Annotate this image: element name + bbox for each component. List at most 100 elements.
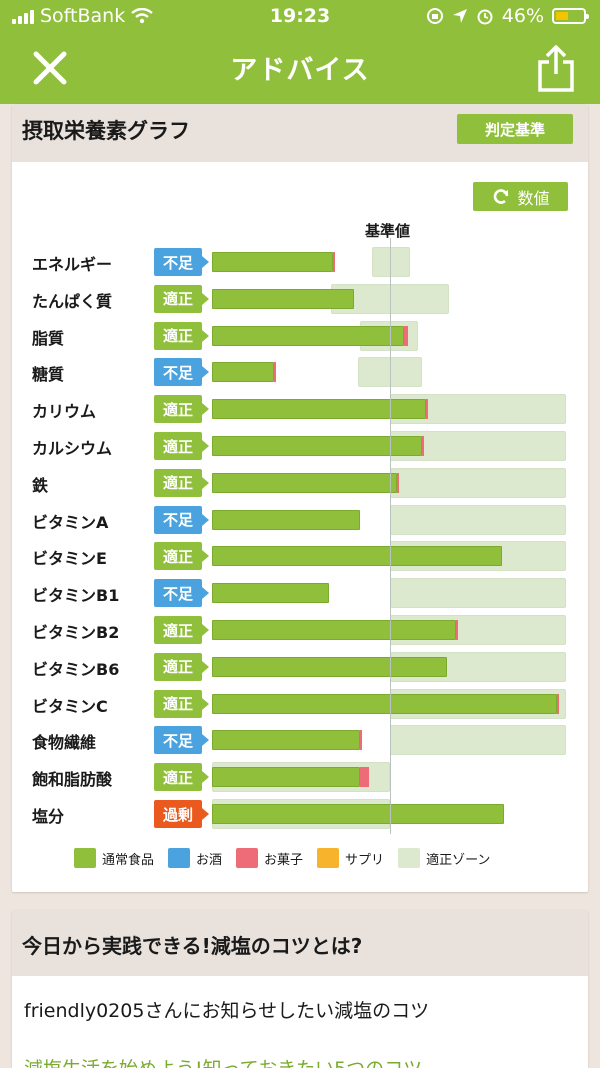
nutrient-row: カルシウム 適正 [12,428,588,464]
legend-swatch [236,848,259,868]
snack-bar [404,325,408,346]
legend-label: 適正ゾーン [426,852,491,868]
refresh-icon [494,188,509,204]
status-badge: 適正 [154,395,209,424]
intake-bar [212,730,360,751]
status-badge: 適正 [154,432,209,460]
close-icon[interactable] [30,48,70,88]
status-badge: 適正 [154,468,209,497]
intake-bar [212,288,355,309]
appropriate-zone [390,467,567,498]
snack-bar [359,767,369,788]
legend-item: 適正ゾーン [398,848,490,868]
nutrient-name: たんぱく質 [32,291,113,311]
legend-swatch [74,848,96,868]
nutrient-row: ビタミンE 適正 [12,538,588,574]
chart-legend: 通常食品 お酒 お菓子 サプリ 適正ゾーン [74,848,490,868]
nutrient-name: 塩分 [32,807,65,826]
snack-bar [274,362,277,383]
reference-label: 基準値 [365,222,411,240]
battery-percent: 46% [501,5,544,27]
advice-link[interactable]: 減塩生活を始めよう!知っておきたい5つのコツ [24,1054,422,1068]
status-badge: 適正 [154,321,209,350]
nutrient-name: 飽和脂肪酸 [32,770,113,790]
carrier-name: SoftBank [40,5,126,27]
nutrient-row: たんぱく質 適正 [12,281,588,317]
legend-label: サプリ [345,852,385,868]
intake-bar [212,509,360,530]
snack-bar [422,436,425,456]
status-badge: 不足 [154,248,209,276]
nutrient-row: ビタミンA 不足 [12,502,588,538]
advice-subtitle: friendly0205さんにお知らせしたい減塩のコツ [24,1000,430,1022]
nutrient-name: ビタミンA [32,512,109,532]
status-badge: 適正 [154,763,209,792]
nutrient-row: 塩分 過剰 [12,796,588,832]
nutrient-row: 飽和脂肪酸 適正 [12,759,588,795]
nutrient-name: 鉄 [32,475,49,495]
status-badge: 適正 [154,616,209,644]
nutrient-row: ビタミンB2 適正 [12,612,588,648]
intake-bar [212,399,426,420]
legend-item: お酒 [168,848,222,868]
snack-bar [557,693,560,714]
legend-swatch [398,848,421,868]
status-badge: 不足 [154,579,209,608]
nutrient-chart-card: 摂取栄養素グラフ 判定基準 数値 基準値 エネルギー 不足 たんぱく質 適正 脂質 適正糖… [12,104,588,892]
nutrient-row: 糖質 不足 [12,354,588,390]
advice-card: 今日から実践できる!減塩のコツとは? friendly0205さんにお知らせした… [12,910,588,1068]
intake-bar [212,693,558,714]
status-badge: 適正 [154,652,209,681]
advice-title: 今日から実践できる!減塩のコツとは? [22,934,363,958]
card-header: 摂取栄養素グラフ 判定基準 [12,104,588,162]
legend-swatch [168,848,191,868]
share-icon[interactable] [534,44,578,94]
status-badge: 適正 [154,284,209,313]
nutrient-name: 糖質 [32,365,65,385]
alarm-icon [477,9,493,25]
nutrient-row: ビタミンB1 不足 [12,575,588,611]
intake-bar [212,583,330,604]
nutrient-name: エネルギー [32,255,113,274]
legend-item: サプリ [317,848,384,868]
legend-item: お菓子 [236,848,303,868]
nutrient-row: エネルギー 不足 [12,244,588,280]
status-badge: 不足 [154,726,209,755]
nutrient-name: ビタミンC [32,696,108,716]
appropriate-zone [390,578,567,609]
nutrient-name: カリウム [32,402,97,422]
page-title: アドバイス [230,55,370,86]
intake-bar [212,325,405,346]
signal-icon [12,8,34,24]
nutrient-name: ビタミンE [32,549,107,569]
battery-icon [552,8,589,24]
snack-bar [397,472,400,493]
legend-swatch [317,848,340,868]
battery-level [556,12,568,20]
status-badge: 不足 [154,358,209,387]
appropriate-zone [390,504,567,535]
intake-bar [212,767,360,788]
values-toggle-button[interactable]: 数値 [473,182,568,211]
intake-bar [212,252,334,272]
judge-criteria-button[interactable]: 判定基準 [457,114,573,144]
advice-card-header: 今日から実践できる!減塩のコツとは? [12,910,588,976]
intake-bar [212,546,503,567]
status-bar: SoftBank 19:23 46% [0,0,600,34]
nutrient-row: ビタミンB6 適正 [12,649,588,685]
intake-bar [212,362,275,383]
snack-bar [425,399,428,420]
nutrient-row: 脂質 適正 [12,318,588,354]
nutrient-name: ビタミンB1 [32,586,120,606]
status-badge: 過剰 [154,800,209,828]
snack-bar [455,620,458,640]
legend-label: お酒 [196,852,223,868]
clock: 19:23 [269,5,331,27]
intake-bar [212,656,447,677]
snack-bar [359,730,362,751]
nutrient-row: 食物繊維 不足 [12,722,588,758]
legend-item: 通常食品 [74,848,154,868]
intake-bar [212,620,456,640]
location-icon [452,9,467,23]
status-badge: 適正 [154,689,209,718]
